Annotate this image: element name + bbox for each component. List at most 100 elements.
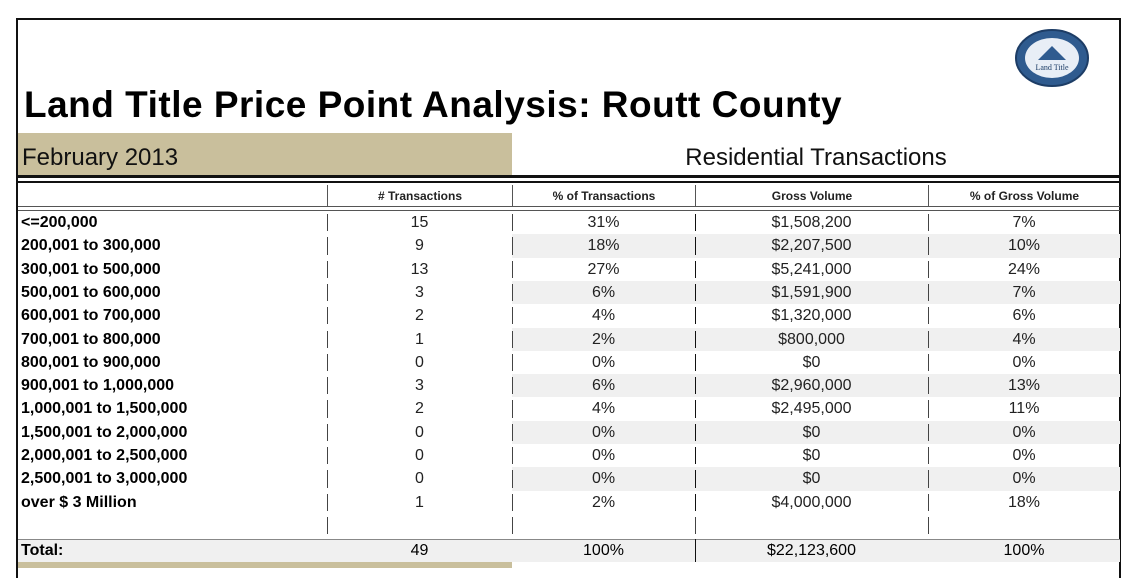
row-cell: $2,960,000 — [771, 377, 852, 395]
row-cell: $1,508,200 — [771, 214, 852, 231]
row-cell: 6% — [591, 377, 616, 395]
header-rule — [18, 175, 1120, 183]
col-sep — [695, 377, 696, 395]
col-sep — [695, 470, 696, 488]
col-sep — [928, 377, 929, 395]
col-sep — [327, 377, 328, 395]
col-sep — [327, 493, 328, 511]
section-title: Residential Transactions — [685, 144, 947, 171]
col-sep — [512, 330, 513, 348]
col-sep — [512, 237, 513, 255]
row-cell: 4% — [591, 307, 616, 325]
row-cell: 0% — [1012, 423, 1036, 441]
col-sep — [512, 423, 513, 441]
logo-text: Land Title — [1035, 63, 1069, 72]
col-sep — [512, 493, 513, 511]
col-sep — [512, 470, 513, 488]
row-cell: 2,000,001 to 2,500,000 — [21, 447, 188, 464]
col-sep — [695, 237, 696, 255]
row-cell: 1,500,001 to 2,000,000 — [21, 423, 188, 441]
col-sep — [512, 377, 513, 395]
row-cell: 2% — [591, 493, 616, 511]
row-cell: $0 — [802, 353, 821, 371]
row-cell: 2 — [415, 400, 424, 418]
row-cell: over $ 3 Million — [21, 493, 137, 511]
col-sep — [327, 260, 328, 278]
row-cell: $1,320,000 — [771, 307, 852, 325]
total-cell: $22,123,600 — [767, 542, 856, 560]
row-cell: 4% — [591, 400, 616, 418]
row-cell: 9 — [415, 237, 424, 255]
col-sep — [512, 283, 513, 302]
row-cell: 3 — [415, 377, 424, 395]
col-sep — [327, 516, 328, 535]
row-cell: $0 — [802, 470, 821, 488]
row-shade — [512, 280, 1120, 305]
col-sep — [327, 353, 328, 372]
row-cell: 11% — [1008, 400, 1040, 418]
col-sep — [928, 283, 929, 302]
col-sep — [695, 307, 696, 325]
row-cell: $1,591,900 — [771, 283, 852, 301]
row-cell: $2,495,000 — [771, 400, 852, 418]
col-sep — [327, 470, 328, 488]
col-sep — [512, 400, 513, 418]
row-cell: 18% — [1007, 493, 1041, 511]
total-shade — [18, 539, 1120, 563]
row-cell: 24% — [1007, 260, 1041, 278]
row-cell: $0 — [802, 423, 821, 441]
col-sep — [928, 447, 929, 465]
col-sep — [695, 330, 696, 348]
row-cell: 2% — [591, 330, 616, 348]
row-cell: 500,001 to 600,000 — [21, 283, 161, 301]
row-shade — [512, 327, 1120, 351]
row-cell: 2,500,001 to 3,000,000 — [21, 470, 188, 488]
col-sep — [327, 423, 328, 441]
row-cell: 600,001 to 700,000 — [21, 307, 161, 325]
row-cell: 0% — [1012, 470, 1036, 488]
col-sep — [512, 260, 513, 278]
col-sep — [327, 214, 328, 232]
col-sep — [512, 516, 513, 535]
row-cell: $5,241,000 — [771, 260, 852, 278]
col-sep — [695, 260, 696, 278]
col-sep — [327, 330, 328, 348]
col-sep — [512, 353, 513, 372]
col-sep — [928, 423, 929, 441]
row-cell: 300,001 to 500,000 — [21, 260, 161, 278]
column-header: # Transactions — [327, 185, 512, 207]
row-cell: $4,000,000 — [771, 493, 852, 511]
col-sep — [928, 470, 929, 488]
col-sep — [695, 400, 696, 418]
row-cell: 0% — [591, 423, 616, 441]
logo: Land Title — [1015, 29, 1089, 87]
col-sep — [928, 493, 929, 511]
col-sep — [928, 400, 929, 418]
row-cell: 1,000,001 to 1,500,000 — [21, 400, 188, 418]
bottom-band — [18, 560, 512, 568]
col-sep — [695, 214, 696, 232]
total-cell: 100% — [1003, 542, 1045, 560]
col-sep — [695, 283, 696, 302]
row-cell: $0 — [802, 447, 821, 464]
row-cell: 0% — [591, 353, 616, 371]
row-shade — [512, 234, 1120, 258]
column-header: % of Gross Volume — [928, 185, 1120, 207]
row-cell: $800,000 — [778, 330, 845, 348]
period: February 2013 — [22, 144, 179, 171]
row-cell: 900,001 to 1,000,000 — [21, 377, 175, 395]
column-header: Gross Volume — [695, 185, 928, 207]
row-cell: 3 — [415, 283, 424, 301]
row-cell: 800,001 to 900,000 — [21, 353, 161, 371]
title: Land Title Price Point Analysis: Routt C… — [24, 84, 843, 125]
col-sep — [695, 423, 696, 441]
header-row — [18, 185, 1120, 207]
col-sep — [928, 237, 929, 255]
row-shade — [512, 420, 1120, 444]
col-sep — [928, 516, 929, 535]
empty-row — [18, 514, 1120, 537]
row-shade — [512, 467, 1120, 491]
row-cell: 700,001 to 800,000 — [21, 330, 161, 348]
column-header: % of Transactions — [512, 185, 695, 207]
row-cell: 1 — [415, 493, 424, 511]
